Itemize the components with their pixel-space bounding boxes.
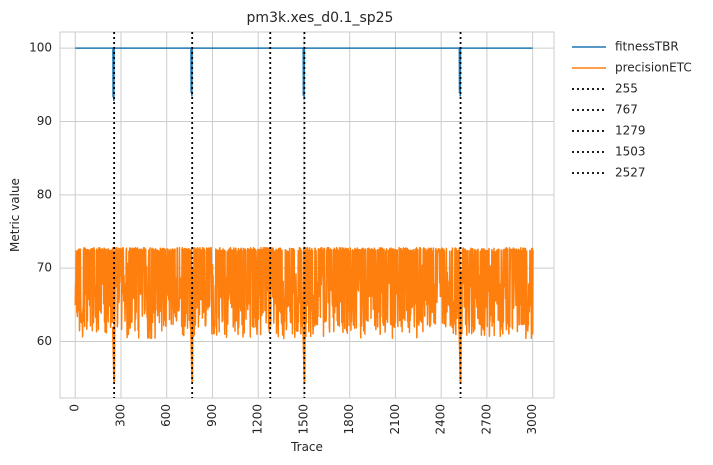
vline-layer xyxy=(113,32,462,398)
y-tick-label: 70 xyxy=(37,261,52,275)
legend-label: 1503 xyxy=(615,145,646,159)
x-tick-label: 600 xyxy=(159,404,173,427)
tick-labels: 0 300 600 900 1200 1500 1800 2100 2400 2700 3000 60… xyxy=(29,41,539,435)
legend-label: 767 xyxy=(615,103,638,117)
x-axis-label: Trace xyxy=(290,440,323,454)
x-tick-label: 2400 xyxy=(434,404,448,435)
x-tick-label: 2100 xyxy=(388,404,402,435)
y-tick-label: 80 xyxy=(37,187,52,201)
x-tick-label: 1500 xyxy=(296,404,310,435)
x-tick-label: 2700 xyxy=(479,404,493,435)
legend-label: fitnessTBR xyxy=(615,40,679,54)
y-tick-label: 90 xyxy=(37,114,52,128)
series-fitnessTBR xyxy=(75,47,533,101)
x-tick-label: 0 xyxy=(68,404,82,412)
x-tick-label: 900 xyxy=(205,404,219,427)
legend-label: 1279 xyxy=(615,124,646,138)
legend-label: 255 xyxy=(615,82,638,96)
x-tick-label: 3000 xyxy=(525,404,539,435)
legend-label: precisionETC xyxy=(615,61,692,75)
y-tick-label: 100 xyxy=(29,41,52,55)
legend: fitnessTBR precisionETC 255 767 1279 1503 2527 xyxy=(572,40,692,180)
series-precisionETC xyxy=(74,246,534,340)
legend-label: 2527 xyxy=(615,166,646,180)
plot-area xyxy=(59,31,555,399)
x-tick-label: 1200 xyxy=(251,404,265,435)
y-tick-label: 60 xyxy=(37,334,52,348)
y-axis-label: Metric value xyxy=(8,178,22,252)
x-tick-label: 1800 xyxy=(342,404,356,435)
x-tick-label: 300 xyxy=(113,404,127,427)
chart-title: pm3k.xes_d0.1_sp25 xyxy=(247,10,394,26)
